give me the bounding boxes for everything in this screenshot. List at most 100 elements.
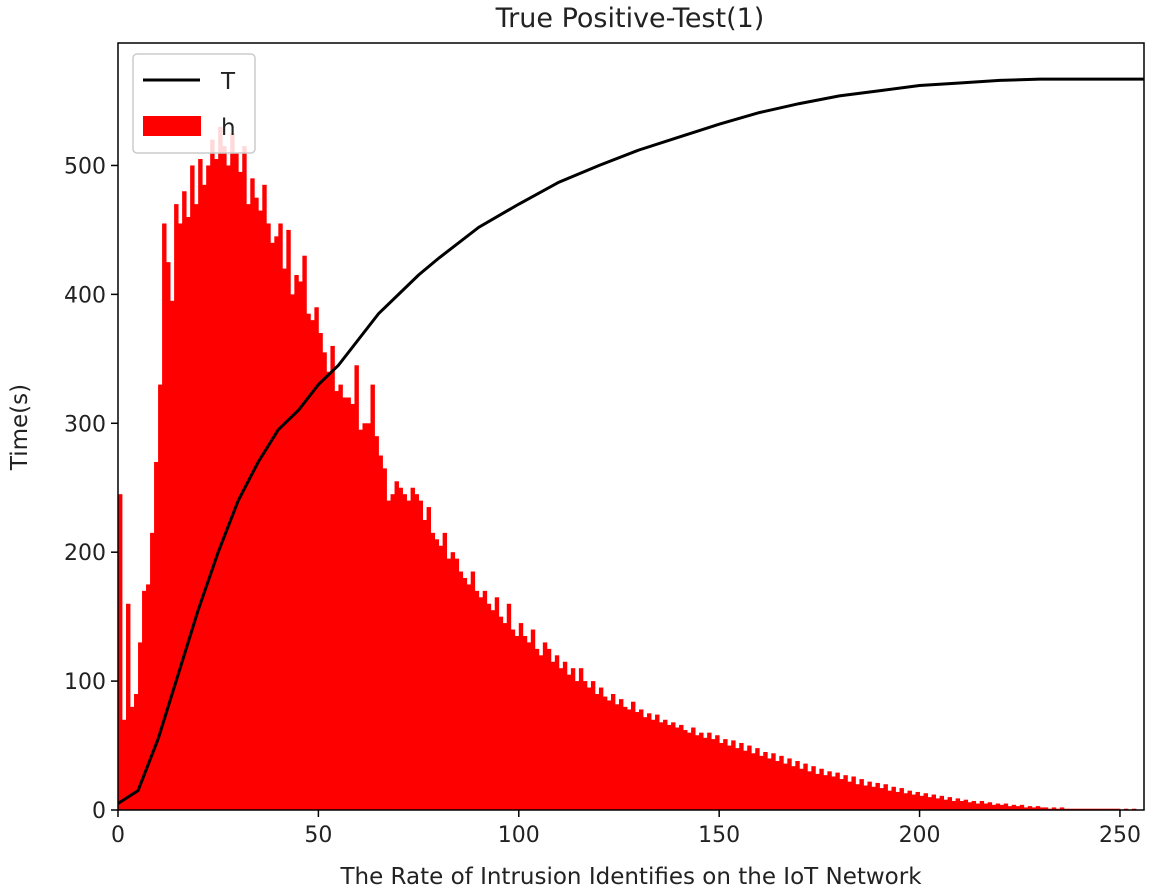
histogram-bar	[154, 461, 159, 810]
histogram-bar	[787, 758, 792, 810]
histogram-bar	[911, 794, 916, 810]
histogram-bar	[851, 776, 856, 810]
histogram-bar	[402, 494, 407, 810]
histogram-bar	[422, 519, 427, 810]
histogram-bar	[1011, 804, 1017, 810]
histogram-bar	[162, 223, 167, 811]
histogram-bar	[282, 268, 287, 811]
histogram-bar	[538, 655, 544, 810]
histogram-bar	[186, 217, 191, 810]
histogram-bar	[350, 403, 355, 810]
histogram-bar	[959, 800, 965, 810]
histogram-bar	[374, 436, 379, 810]
histogram-bar	[767, 758, 772, 810]
histogram-bar	[991, 804, 997, 810]
histogram-bar	[218, 126, 223, 811]
histogram-bar	[318, 333, 323, 810]
x-tick-label: 0	[111, 823, 125, 848]
histogram-bar	[1027, 806, 1033, 810]
histogram-bar	[743, 750, 748, 810]
x-axis: 0 50 100 150 200 250	[111, 810, 1141, 848]
histogram-bar	[987, 802, 993, 810]
histogram-bar	[514, 635, 520, 810]
histogram-bar	[1051, 807, 1057, 810]
histogram-bar	[158, 384, 163, 810]
histogram-bar	[210, 139, 215, 810]
histogram-bar	[590, 681, 596, 810]
histogram-bar	[626, 709, 632, 810]
histogram-bar	[362, 423, 367, 810]
histogram-bar	[791, 766, 796, 810]
histogram-bar	[170, 300, 175, 810]
histogram-bar	[631, 701, 636, 810]
histogram-bar	[134, 693, 139, 810]
histogram-bar	[723, 739, 728, 810]
histogram-bar	[755, 748, 760, 810]
histogram-bar	[146, 584, 151, 810]
histogram-bar	[687, 732, 692, 810]
histogram-bar	[871, 786, 876, 810]
histogram-bar	[951, 800, 957, 810]
histogram-bars	[118, 126, 1137, 811]
histogram-bar	[178, 223, 183, 811]
histogram-bar	[322, 352, 327, 810]
histogram-bar	[610, 693, 616, 810]
histogram-bar	[1035, 806, 1041, 810]
histogram-bar	[326, 371, 331, 810]
x-tick-label: 250	[1099, 823, 1141, 848]
histogram-bar	[727, 745, 732, 810]
histogram-bar	[518, 623, 524, 810]
series-line-T	[117, 77, 1144, 805]
x-tick-label: 150	[698, 823, 740, 848]
histogram-bar	[566, 674, 572, 810]
histogram-bar	[270, 242, 275, 810]
histogram-bar	[354, 365, 359, 810]
histogram-bar	[562, 661, 568, 810]
histogram-bar	[831, 776, 836, 810]
histogram-bar	[546, 648, 552, 810]
histogram-bar	[691, 727, 696, 810]
histogram-bar	[715, 735, 720, 810]
histogram-bar	[174, 204, 179, 810]
histogram-bar	[919, 795, 924, 810]
histogram-bar	[130, 706, 135, 810]
histogram-bar	[879, 788, 884, 810]
histogram-bar	[330, 345, 335, 810]
histogram-bar	[338, 384, 343, 810]
histogram-bar	[815, 773, 820, 810]
y-axis: 0 100 200 300 400 500	[64, 154, 118, 824]
histogram-bar	[298, 281, 303, 811]
histogram-bar	[867, 781, 872, 810]
histogram-bar	[166, 262, 171, 810]
histogram-bar	[334, 391, 339, 810]
histogram-bar	[450, 552, 456, 810]
histogram-bar	[250, 178, 255, 811]
histogram-bar	[198, 159, 203, 810]
histogram-bar	[570, 668, 576, 810]
histogram-bar	[1023, 807, 1029, 810]
histogram-bar	[683, 730, 688, 810]
histogram-bar	[931, 794, 936, 810]
histogram-bar	[711, 739, 716, 810]
histogram-bar	[939, 795, 945, 810]
histogram-bar	[222, 146, 227, 810]
histogram-bar	[775, 761, 780, 810]
histogram-bar	[226, 165, 231, 810]
histogram-bar	[194, 204, 199, 810]
x-tick-label: 200	[899, 823, 941, 848]
histogram-bar	[446, 558, 452, 810]
histogram-bar	[398, 487, 403, 810]
histogram-bar	[522, 635, 528, 810]
x-tick-label: 100	[498, 823, 540, 848]
histogram-bar	[598, 687, 604, 810]
histogram-bar	[510, 629, 516, 810]
histogram-bar	[639, 709, 644, 810]
histogram-bar	[306, 313, 311, 810]
histogram-bar	[943, 799, 949, 810]
histogram-bar	[266, 223, 271, 811]
histogram-bar	[759, 755, 764, 810]
plot-frame	[117, 42, 1145, 811]
histogram-bar	[883, 784, 888, 810]
histogram-bar	[550, 661, 556, 810]
